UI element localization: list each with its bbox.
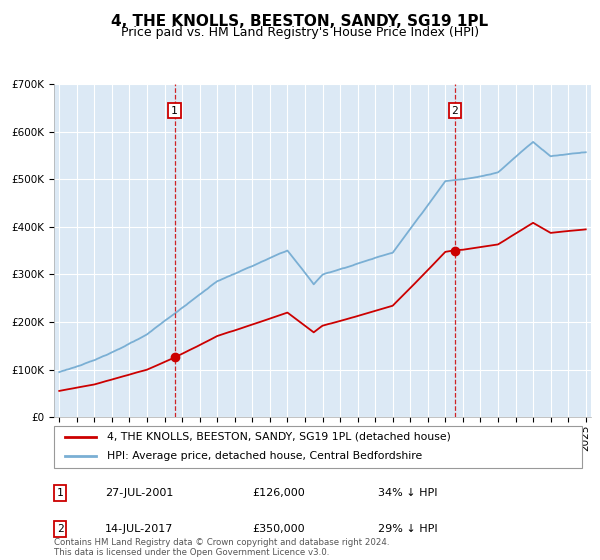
Text: Contains HM Land Registry data © Crown copyright and database right 2024.
This d: Contains HM Land Registry data © Crown c…: [54, 538, 389, 557]
Text: £350,000: £350,000: [252, 524, 305, 534]
Text: 14-JUL-2017: 14-JUL-2017: [105, 524, 173, 534]
Text: Price paid vs. HM Land Registry's House Price Index (HPI): Price paid vs. HM Land Registry's House …: [121, 26, 479, 39]
Text: 34% ↓ HPI: 34% ↓ HPI: [378, 488, 437, 498]
Text: 2: 2: [56, 524, 64, 534]
Text: £126,000: £126,000: [252, 488, 305, 498]
Text: 4, THE KNOLLS, BEESTON, SANDY, SG19 1PL: 4, THE KNOLLS, BEESTON, SANDY, SG19 1PL: [112, 14, 488, 29]
Text: 27-JUL-2001: 27-JUL-2001: [105, 488, 173, 498]
Text: 1: 1: [56, 488, 64, 498]
Text: 4, THE KNOLLS, BEESTON, SANDY, SG19 1PL (detached house): 4, THE KNOLLS, BEESTON, SANDY, SG19 1PL …: [107, 432, 451, 442]
Text: 1: 1: [171, 106, 178, 116]
Text: HPI: Average price, detached house, Central Bedfordshire: HPI: Average price, detached house, Cent…: [107, 451, 422, 461]
Text: 29% ↓ HPI: 29% ↓ HPI: [378, 524, 437, 534]
Text: 2: 2: [451, 106, 458, 116]
